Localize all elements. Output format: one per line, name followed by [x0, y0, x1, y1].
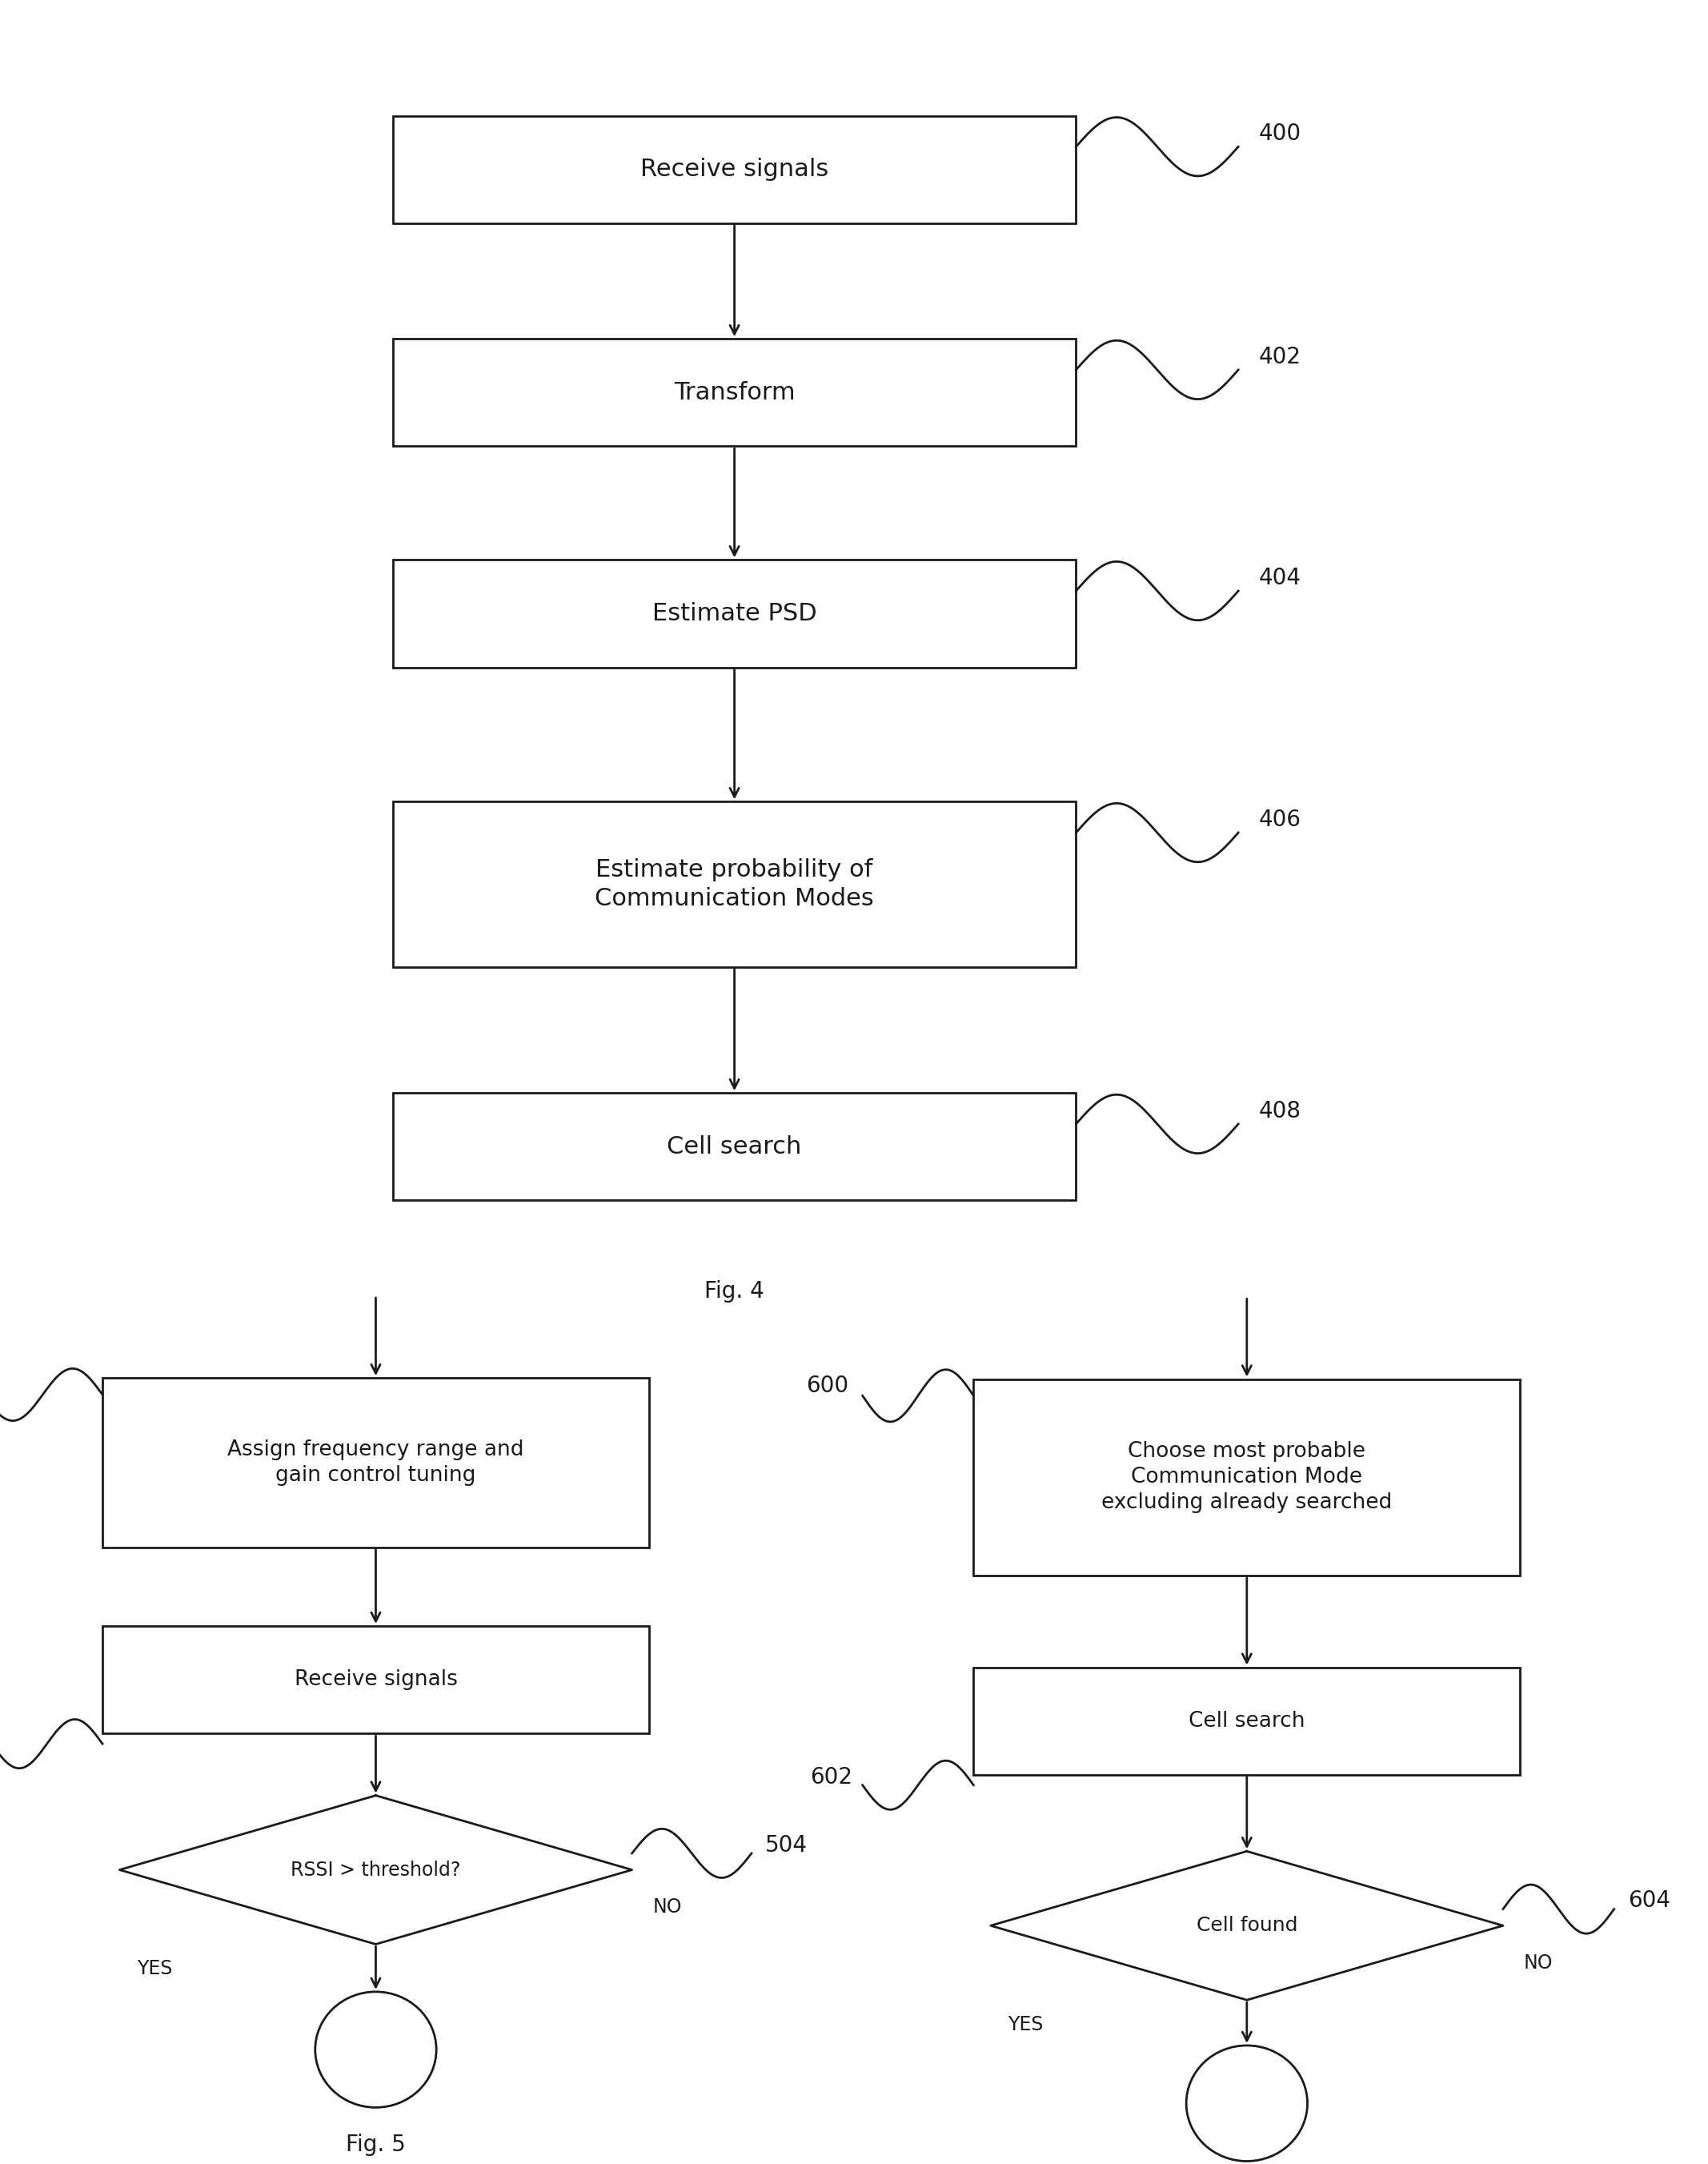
Text: Cell found: Cell found: [1196, 1915, 1298, 1935]
Text: YES: YES: [1008, 2015, 1044, 2034]
Text: 504: 504: [765, 1833, 808, 1857]
Text: Cell search: Cell search: [1189, 1712, 1305, 1731]
Text: NO: NO: [652, 1898, 681, 1917]
Text: Estimate probability of
Communication Modes: Estimate probability of Communication Mo…: [594, 859, 874, 911]
Bar: [393, 115, 1076, 223]
Bar: [393, 1093, 1076, 1201]
Bar: [393, 801, 1076, 967]
Text: Estimate PSD: Estimate PSD: [652, 602, 816, 625]
Bar: [102, 1378, 649, 1547]
Text: 602: 602: [810, 1766, 852, 1787]
Text: YES: YES: [137, 1958, 173, 1978]
Text: 400: 400: [1259, 123, 1301, 145]
Text: Receive signals: Receive signals: [640, 158, 828, 182]
Bar: [974, 1378, 1520, 1575]
Bar: [102, 1625, 649, 1733]
Text: 406: 406: [1259, 809, 1301, 831]
Text: NO: NO: [1524, 1954, 1553, 1971]
Bar: [393, 340, 1076, 446]
Text: 402: 402: [1259, 346, 1301, 368]
Text: Cell search: Cell search: [668, 1136, 801, 1158]
Text: Assign frequency range and
gain control tuning: Assign frequency range and gain control …: [227, 1439, 524, 1487]
Text: 404: 404: [1259, 567, 1301, 589]
Text: 408: 408: [1259, 1099, 1301, 1123]
Text: 600: 600: [806, 1374, 849, 1398]
Bar: [974, 1668, 1520, 1774]
Bar: [393, 560, 1076, 667]
Text: Receive signals: Receive signals: [294, 1668, 458, 1690]
Text: 604: 604: [1628, 1889, 1670, 1913]
Text: Fig. 4: Fig. 4: [704, 1281, 765, 1303]
Text: RSSI > threshold?: RSSI > threshold?: [290, 1861, 461, 1881]
Text: Fig. 5: Fig. 5: [345, 2134, 407, 2155]
Text: Transform: Transform: [673, 381, 796, 405]
Text: Choose most probable
Communication Mode
excluding already searched: Choose most probable Communication Mode …: [1102, 1441, 1392, 1513]
